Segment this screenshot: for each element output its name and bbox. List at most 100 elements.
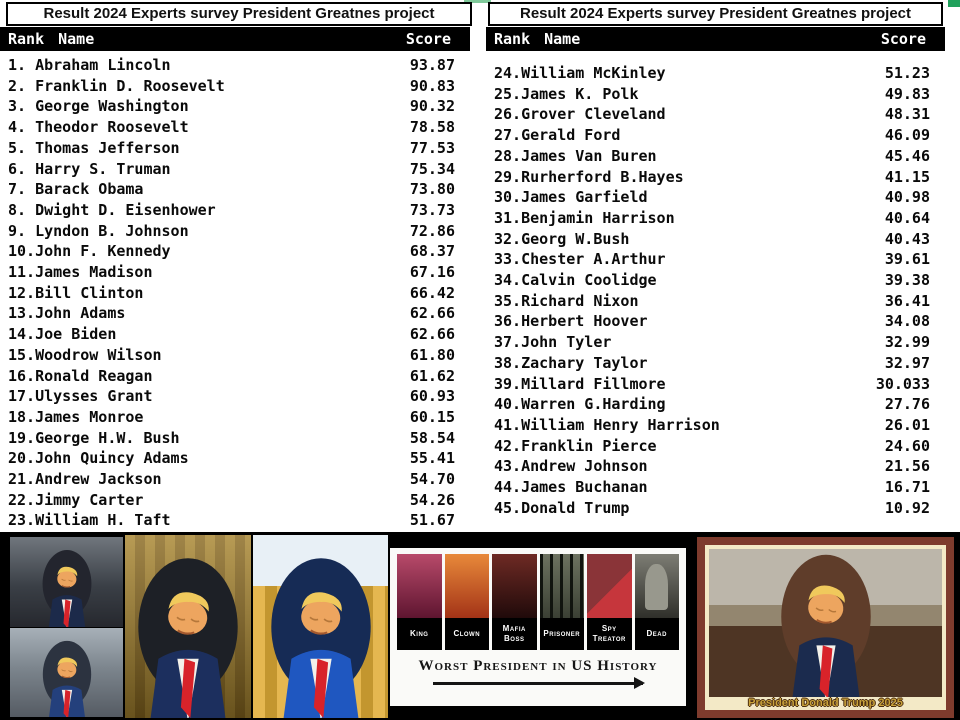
name-cell: James Buchanan [521,478,648,497]
score-cell: 16.71 [884,478,930,497]
name-cell: Thomas Jefferson [35,138,180,157]
rank-cell: 27. [494,126,522,145]
name-cell: John Adams [35,304,126,323]
meme-tile-clown: Clown [444,554,489,650]
table-row: 33. Chester A.Arthur 39.61 [494,249,930,270]
rank-cell: 23. [8,511,36,530]
table-row: 23. William H. Taft 51.67 [8,510,455,531]
table-row: 16. Ronald Reagan 61.62 [8,366,455,387]
score-cell: 10.92 [884,498,930,517]
score-cell: 55.41 [409,449,455,468]
panel-title: Result 2024 Experts survey President Gre… [6,2,472,26]
name-cell: William H. Taft [35,511,171,530]
score-cell: 68.37 [409,242,455,261]
score-cell: 90.32 [409,97,455,116]
table-row: 43. Andrew Johnson 21.56 [494,456,930,477]
table-row: 42. Franklin Pierce 24.60 [494,436,930,457]
table-row: 15. Woodrow Wilson 61.80 [8,345,455,366]
column-header-name: Name [58,30,95,48]
rank-cell: 32. [494,229,522,248]
name-cell: Warren G.Harding [521,395,666,414]
name-cell: Lyndon B. Johnson [35,221,189,240]
score-cell: 77.53 [409,138,455,157]
table-row: 5. Thomas Jefferson 77.53 [8,138,455,159]
score-cell: 48.31 [884,105,930,124]
score-cell: 58.54 [409,428,455,447]
score-cell: 40.98 [884,188,930,207]
table-row: 30. James Garfield 40.98 [494,187,930,208]
name-cell: Joe Biden [35,325,117,344]
table-row: 27. Gerald Ford 46.09 [494,125,930,146]
score-cell: 24.60 [884,436,930,455]
rank-cell: 18. [8,407,36,426]
rank-cell: 2. [8,76,27,95]
table-row: 44. James Buchanan 16.71 [494,477,930,498]
name-cell: Richard Nixon [521,291,639,310]
rank-cell: 20. [8,449,36,468]
name-cell: John Tyler [521,333,612,352]
name-cell: Abraham Lincoln [35,56,171,74]
name-cell: Bill Clinton [35,283,144,302]
table-row: 7. Barack Obama 73.80 [8,179,455,200]
score-cell: 41.15 [884,167,930,186]
meme-title: Worst President in US History [418,658,658,674]
name-cell: Jimmy Carter [35,490,144,509]
table-row: 37. John Tyler 32.99 [494,332,930,353]
score-cell: 49.83 [884,84,930,103]
score-cell: 51.67 [409,511,455,530]
portrait-matte: President Donald Trump 2025 [705,545,946,710]
rank-cell: 28. [494,146,522,165]
table-row: 41. William Henry Harrison 26.01 [494,415,930,436]
tile-label: Mafia Boss [492,618,537,650]
rank-cell: 24. [494,64,522,82]
score-cell: 40.43 [884,229,930,248]
rank-cell: 26. [494,105,522,124]
meme-tile-prisoner: Prisoner [539,554,584,650]
score-cell: 61.62 [409,366,455,385]
rank-cell: 25. [494,84,522,103]
score-cell: 34.08 [884,312,930,331]
table-row: 3. George Washington 90.32 [8,96,455,117]
table-row: 20. John Quincy Adams 55.41 [8,448,455,469]
score-cell: 67.16 [409,263,455,282]
name-cell: Franklin D. Roosevelt [35,76,225,95]
rank-cell: 31. [494,208,522,227]
score-cell: 54.70 [409,470,455,489]
rank-cell: 16. [8,366,36,385]
score-cell: 32.99 [884,333,930,352]
green-corner-mark [948,0,960,7]
rank-cell: 42. [494,436,522,455]
score-cell: 73.80 [409,180,455,199]
name-cell: Franklin Pierce [521,436,657,455]
score-cell: 51.23 [884,64,930,82]
rank-cell: 7. [8,180,27,199]
rank-cell: 38. [494,353,522,372]
rank-cell: 21. [8,470,36,489]
rank-cell: 6. [8,159,27,178]
meme-tile-dead: Dead [634,554,679,650]
sleeping-trump-framed-photo [709,549,942,697]
rank-cell: 37. [494,333,522,352]
table-row: 28. James Van Buren 45.46 [494,146,930,167]
table-row: 26. Grover Cleveland 48.31 [494,104,930,125]
score-cell: 75.34 [409,159,455,178]
name-cell: James Van Buren [521,146,657,165]
table-row: 40. Warren G.Harding 27.76 [494,394,930,415]
score-cell: 62.66 [409,325,455,344]
name-cell: George H.W. Bush [35,428,180,447]
table-row: 22. Jimmy Carter 54.26 [8,490,455,511]
score-cell: 60.93 [409,387,455,406]
name-cell: Ronald Reagan [35,366,153,385]
score-cell: 60.15 [409,407,455,426]
score-cell: 73.73 [409,200,455,219]
score-cell: 32.97 [884,353,930,372]
green-strip-mark [464,0,491,3]
name-cell: Theodor Roosevelt [35,118,189,137]
score-cell: 21.56 [884,457,930,476]
table-row: 29. Rurherford B.Hayes 41.15 [494,167,930,188]
score-cell: 78.58 [409,118,455,137]
sleeping-president-figure [780,554,871,697]
name-cell: John F. Kennedy [35,242,171,261]
name-cell: Benjamin Harrison [521,208,675,227]
